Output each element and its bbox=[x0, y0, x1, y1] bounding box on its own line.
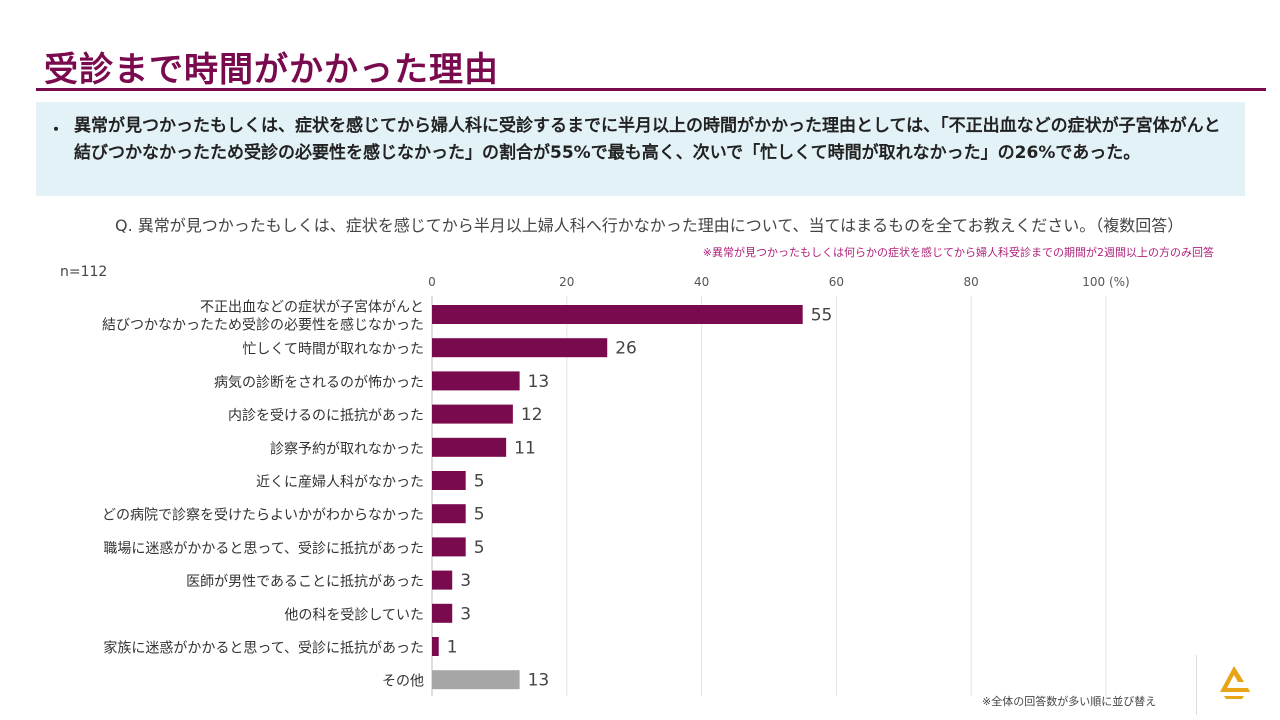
summary-box: ・ 異常が見つかったもしくは、症状を感じてから婦人科に受診するまでに半月以上の時… bbox=[36, 102, 1245, 196]
data-label: 5 bbox=[474, 538, 485, 558]
category-label: 家族に迷惑がかかると思って、受診に抵抗があった bbox=[103, 640, 424, 657]
x-tick-label: 80 bbox=[964, 275, 979, 289]
category-label: 病気の診断をされるのが怖かった bbox=[214, 374, 424, 391]
bar bbox=[432, 570, 453, 590]
data-label: 3 bbox=[460, 571, 471, 591]
summary-bullet: ・ bbox=[48, 120, 65, 139]
data-label: 5 bbox=[474, 505, 485, 525]
survey-question: Q. 異常が見つかったもしくは、症状を感じてから半月以上婦人科へ行かなかった理由… bbox=[115, 216, 1184, 235]
bar bbox=[432, 603, 453, 623]
bar bbox=[432, 670, 520, 690]
bar bbox=[432, 471, 466, 490]
data-label: 55 bbox=[811, 306, 833, 326]
page-title: 受診まで時間がかかった理由 bbox=[44, 50, 499, 90]
x-tick-label: 60 bbox=[829, 275, 844, 289]
x-tick-label: 40 bbox=[694, 275, 709, 289]
data-label: 12 bbox=[521, 405, 543, 425]
data-label: 3 bbox=[460, 604, 471, 624]
data-label: 13 bbox=[528, 671, 550, 691]
data-label: 5 bbox=[474, 472, 485, 492]
data-label: 11 bbox=[514, 438, 536, 458]
category-label: その他 bbox=[382, 674, 424, 690]
summary-text: 異常が見つかったもしくは、症状を感じてから婦人科に受診するまでに半月以上の時間が… bbox=[74, 116, 1221, 163]
bar bbox=[432, 637, 439, 656]
data-label: 1 bbox=[447, 638, 458, 658]
x-tick-label: 20 bbox=[559, 275, 574, 289]
data-label: 26 bbox=[615, 339, 637, 359]
logo-divider bbox=[1196, 655, 1197, 715]
bar bbox=[432, 437, 507, 457]
category-label: どの病院で診察を受けたらよいかがわからなかった bbox=[102, 507, 424, 524]
category-label: 医師が男性であることに抵抗があった bbox=[186, 574, 424, 590]
category-label: 忙しくて時間が取れなかった bbox=[242, 342, 424, 358]
bar bbox=[432, 404, 513, 424]
category-label: 職場に迷惑がかかると思って、受診に抵抗があった bbox=[103, 541, 424, 557]
category-label: 不正出血などの症状が子宮体がんと bbox=[200, 300, 424, 316]
bar bbox=[432, 305, 803, 324]
title-divider bbox=[36, 88, 1266, 91]
category-label: 診察予約が取れなかった bbox=[270, 440, 424, 457]
category-label: 内診を受けるのに抵抗があった bbox=[228, 408, 424, 424]
bar bbox=[432, 338, 608, 358]
respondent-note: ※異常が見つかったもしくは何らかの症状を感じてから婦人科受診までの期間が2週間以… bbox=[702, 246, 1214, 259]
sample-size: n=112 bbox=[60, 264, 108, 280]
bar bbox=[432, 504, 466, 524]
x-tick-label: 100 (%) bbox=[1082, 275, 1129, 289]
bar bbox=[432, 537, 466, 557]
bar bbox=[432, 371, 520, 391]
brand-logo-icon bbox=[1220, 666, 1250, 699]
sort-note: ※全体の回答数が多い順に並び替え bbox=[982, 695, 1157, 708]
category-label: 他の科を受診していた bbox=[284, 607, 424, 623]
category-label: 結びつかなかったため受診の必要性を感じなかった bbox=[102, 317, 424, 334]
x-tick-label: 0 bbox=[428, 275, 436, 289]
data-label: 13 bbox=[528, 372, 550, 392]
category-label: 近くに産婦人科がなかった bbox=[256, 474, 424, 491]
